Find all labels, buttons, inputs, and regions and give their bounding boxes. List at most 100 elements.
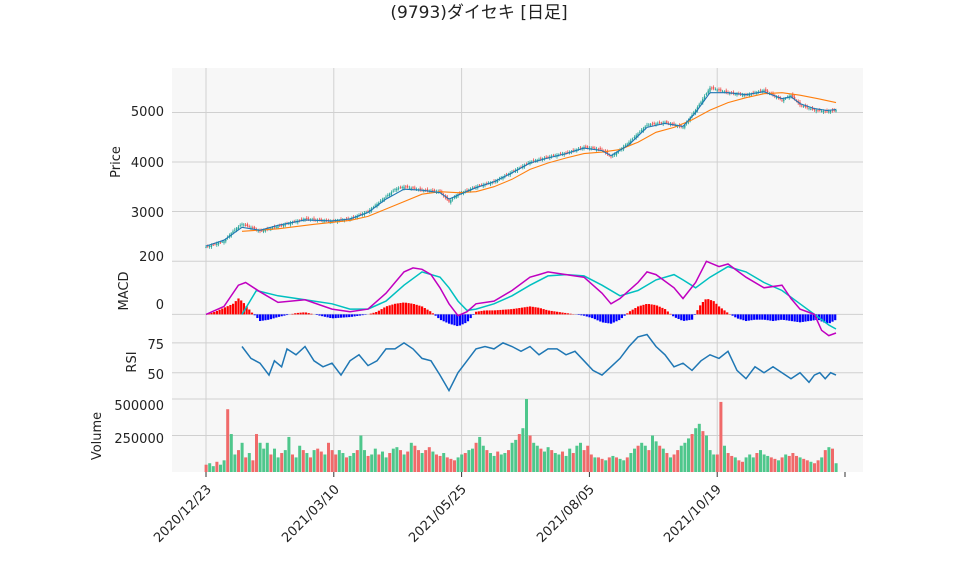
volume-bar [442,453,445,472]
candle-body [434,190,435,191]
macd-histogram-bar [300,313,302,315]
candle-body [391,192,392,194]
macd-histogram-bar [721,308,723,314]
macd-histogram-bar [629,311,631,314]
volume-bar [716,454,719,472]
candle-body [385,197,386,198]
volume-bar [212,466,215,472]
macd-histogram-bar [453,314,455,325]
macd-histogram-bar [831,314,833,321]
candle-body [810,109,811,110]
candle-body [546,157,547,158]
macd-histogram-bar [435,314,437,315]
macd-histogram-bar [607,314,609,323]
candle-body [592,147,593,148]
volume-bar [388,453,391,472]
macd-histogram-bar [737,314,739,318]
volume-bar [320,452,323,472]
macd-histogram-bar [491,310,493,314]
macd-histogram-bar [402,303,404,315]
volume-bar [255,434,258,472]
macd-histogram-bar [335,314,337,318]
volume-bar [748,454,751,472]
volume-bar [205,465,208,472]
macd-histogram-bar [221,309,223,315]
rsi-axis-label: RSI [125,351,140,372]
volume-bar [737,460,740,472]
macd-histogram-bar [437,314,439,318]
macd-histogram-bar [586,314,588,316]
candle-body [612,156,613,157]
volume-bar [316,449,319,472]
candle-body [533,160,534,161]
candle-body [306,218,307,219]
candle-body [205,247,206,248]
candle-body [823,111,824,112]
candle-body [241,224,242,225]
x-tick-label: 2020/12/23 [151,482,215,546]
macd-histogram-bar [799,314,801,322]
volume-bar [755,453,758,472]
macd-histogram-bar [351,314,353,316]
candle-body [760,91,761,92]
macd-histogram-bar [807,314,809,321]
macd-histogram-bar [810,314,812,320]
volume-bar [561,452,564,472]
candle-body [313,218,314,219]
candle-body [765,89,766,91]
macd-histogram-bar [672,314,674,316]
macd-histogram-bar [356,314,358,316]
volume-bar [579,443,582,472]
macd-histogram-bar [472,314,474,315]
volume-bar [392,449,395,472]
candle-body [400,187,401,188]
volume-bar [583,450,586,472]
volume-bar [604,460,607,472]
macd-histogram-bar [788,314,790,320]
volume-bar [723,446,726,472]
macd-histogram-bar [648,304,650,314]
candle-body [817,110,818,111]
candle-body [403,187,404,189]
macd-histogram-bar [624,314,626,315]
candle-body [661,123,662,124]
volume-bar [550,450,553,472]
volume-bar [277,457,280,472]
macd-histogram-bar [286,314,288,315]
macd-histogram-bar [375,312,377,314]
candle-body [411,188,412,189]
candle-body [247,224,248,226]
macd-histogram-bar [256,314,258,318]
candle-body [627,144,628,145]
macd-histogram-bar [502,310,504,315]
candle-body [659,122,660,123]
macd-histogram-bar [686,314,688,320]
macd-histogram-bar [416,305,418,315]
candle-body [713,87,714,89]
volume-bar [280,453,283,472]
candle-body [709,88,710,92]
candle-body [650,124,651,125]
macd-histogram-bar [691,314,693,319]
macd-histogram-bar [499,310,501,314]
macd-histogram-bar [561,313,563,315]
volume-bar [820,457,823,472]
macd-histogram-bar [653,305,655,315]
volume-bar [669,457,672,472]
macd-histogram-bar [362,314,364,315]
macd-histogram-bar [707,299,709,314]
macd-histogram-bar [372,313,374,315]
candle-body [254,227,255,229]
macd-histogram-bar [240,300,242,314]
macd-histogram-bar [756,314,758,319]
macd-histogram-bar [680,314,682,320]
macd-histogram-bar [645,304,647,314]
volume-bar [835,463,838,472]
volume-bar [359,436,362,473]
macd-histogram-bar [518,308,520,314]
candle-body [387,195,388,196]
volume-bar [781,457,784,472]
candle-body [657,123,658,124]
macd-histogram-bar [421,306,423,314]
macd-histogram-bar [802,314,804,322]
